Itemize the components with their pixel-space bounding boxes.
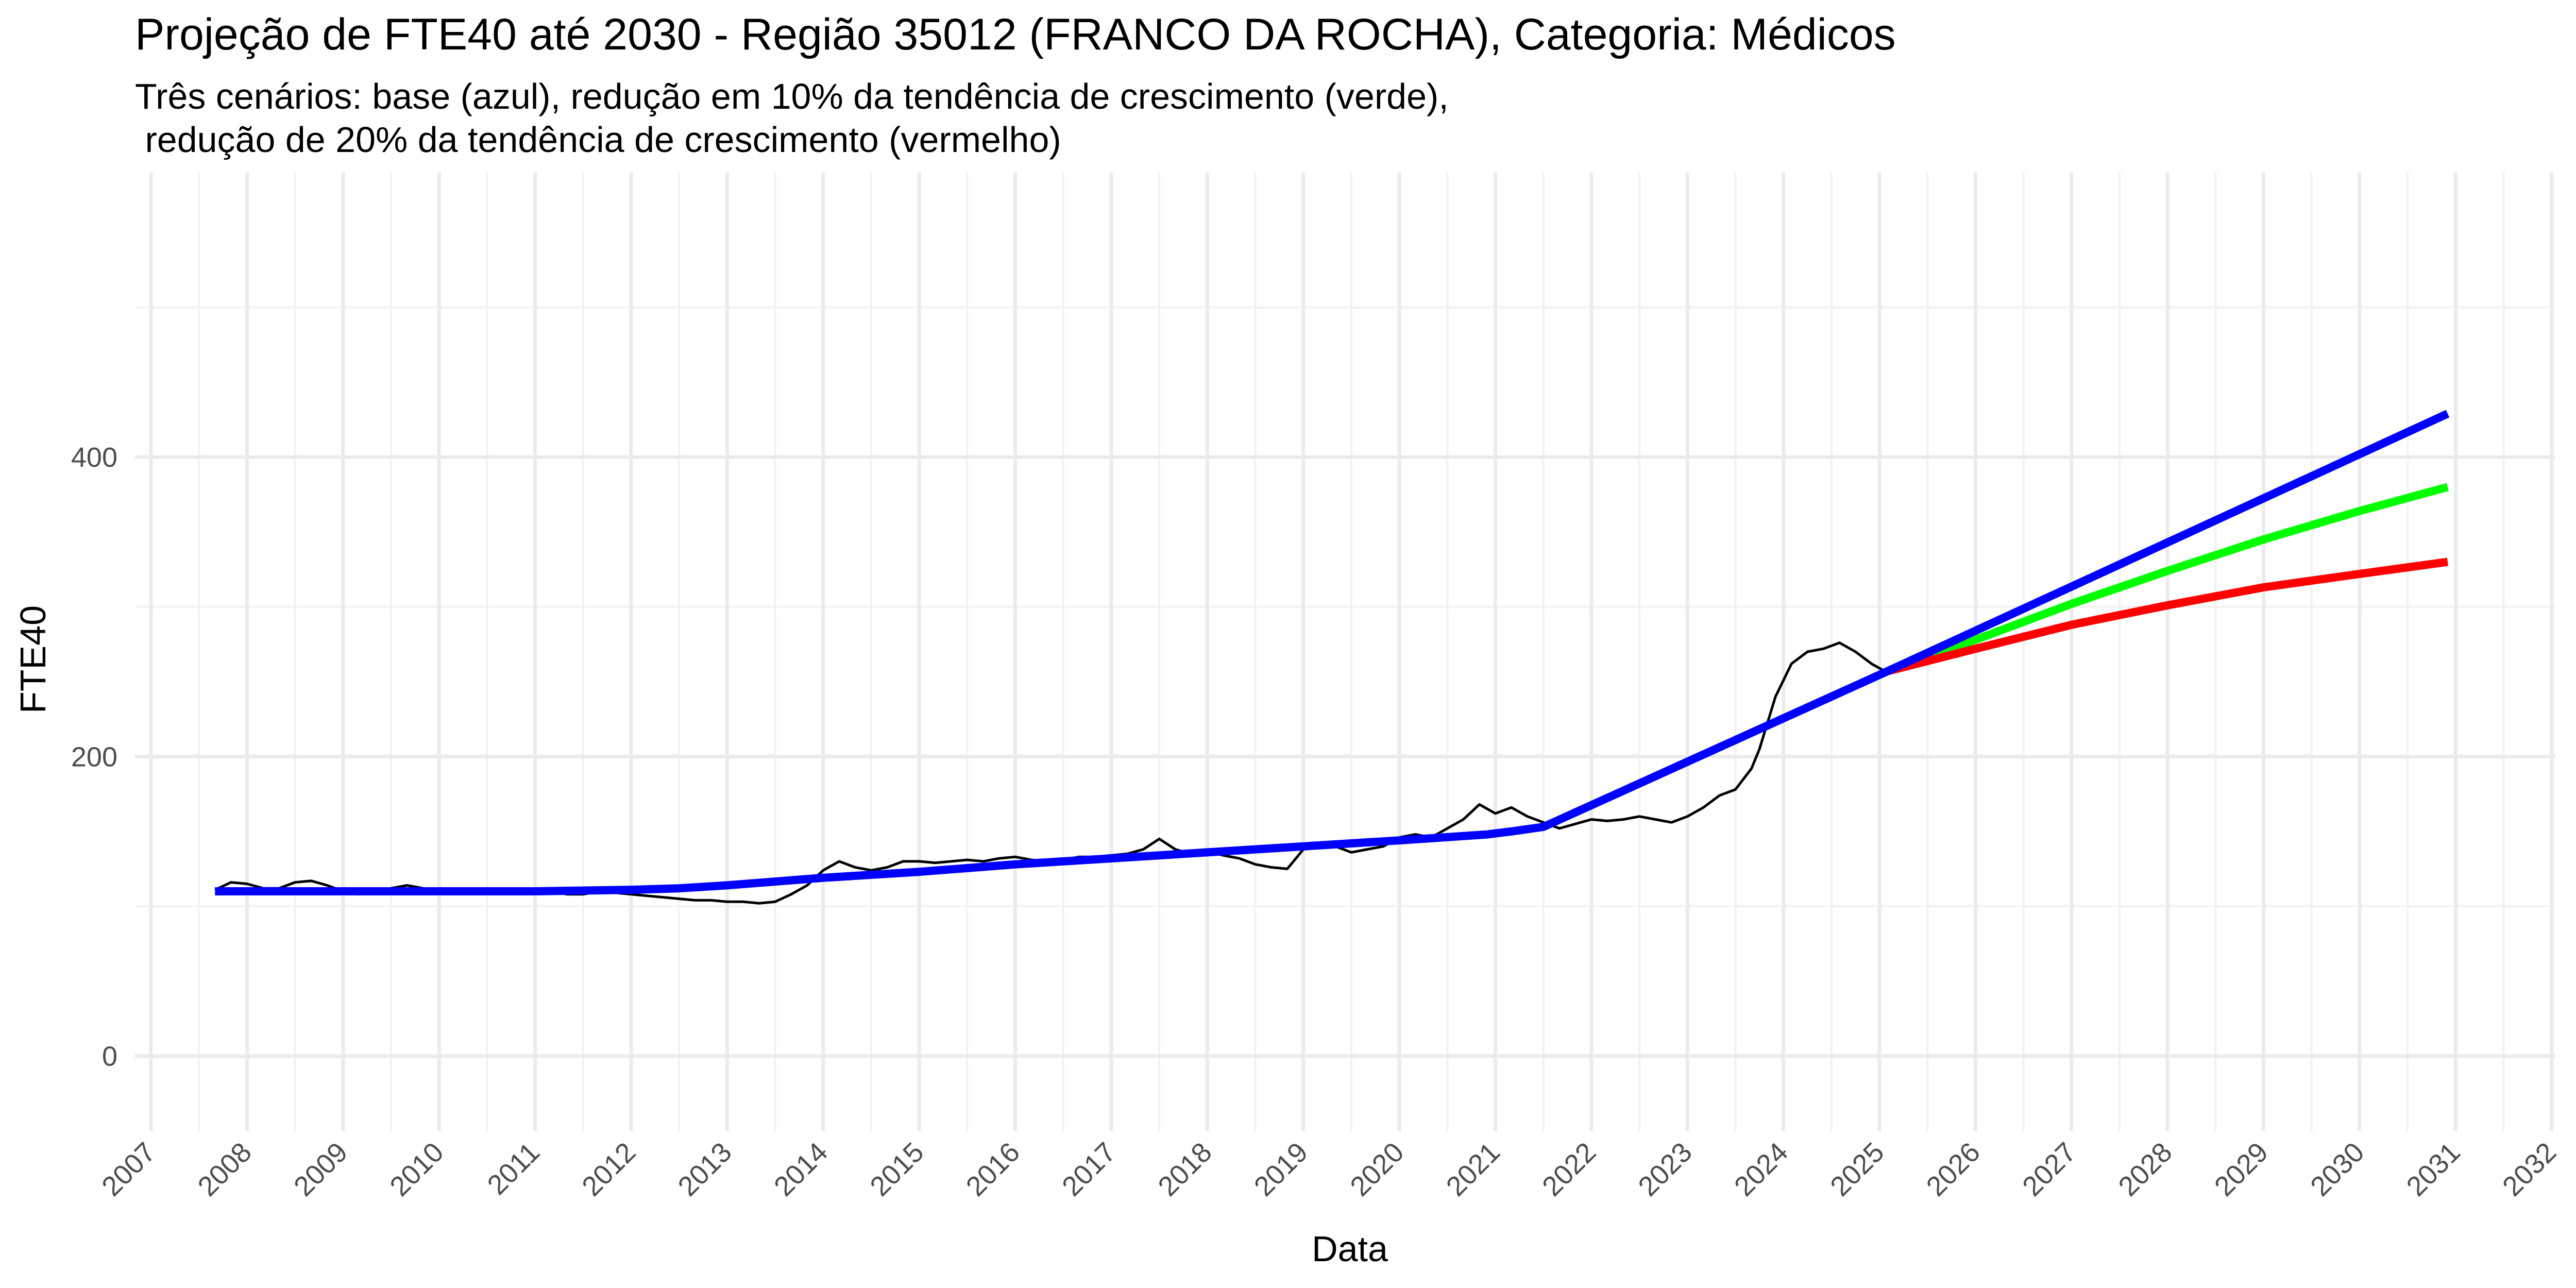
series-layer: [214, 410, 2450, 905]
x-tick-label: 2012: [576, 1137, 641, 1202]
x-tick-label: 2030: [2304, 1137, 2370, 1202]
x-tick-label: 2032: [2497, 1137, 2562, 1202]
x-axis-label: Data: [1312, 1229, 1388, 1269]
x-tick-label: 2017: [1056, 1137, 1122, 1202]
chart-subtitle: Três cenários: base (azul), redução em 1…: [135, 76, 1449, 160]
x-tick-label: 2023: [1632, 1137, 1698, 1202]
x-tick-label: 2028: [2112, 1137, 2178, 1202]
x-tick-label: 2018: [1152, 1137, 1217, 1202]
x-tick-label: 2016: [960, 1137, 1026, 1202]
x-tick-label: 2027: [2016, 1137, 2082, 1202]
x-tick-label: 2020: [1344, 1137, 1410, 1202]
x-tick-label: 2007: [96, 1137, 161, 1202]
x-tick-label: 2010: [384, 1137, 449, 1202]
grid: [135, 173, 2555, 1131]
x-tick-label: 2008: [192, 1137, 258, 1202]
x-tick-label: 2026: [1921, 1137, 1986, 1202]
x-tick-label: 2014: [768, 1137, 834, 1202]
x-tick-label: 2011: [482, 1137, 546, 1201]
x-tick-label: 2031: [2401, 1137, 2466, 1202]
x-tick-label: 2015: [864, 1137, 929, 1202]
series-line-2: [215, 410, 2450, 895]
x-axis-ticks: 2007 2008 2009 2010 2011 2012 2013 2014 2015 2016…: [96, 1137, 2562, 1202]
y-axis-label: FTE40: [13, 605, 53, 714]
x-tick-label: 2022: [1536, 1137, 1602, 1202]
x-tick-label: 2013: [672, 1137, 738, 1202]
y-tick-label: 0: [102, 1041, 117, 1072]
x-tick-label: 2019: [1248, 1137, 1314, 1202]
series-line-4: [1886, 557, 2448, 675]
x-tick-label: 2025: [1824, 1137, 1890, 1202]
y-tick-label: 200: [71, 741, 117, 772]
chart-title: Projeção de FTE40 até 2030 - Região 3501…: [135, 10, 1896, 59]
x-tick-label: 2029: [2209, 1137, 2274, 1202]
x-tick-label: 2021: [1440, 1137, 1506, 1202]
x-tick-label: 2009: [288, 1137, 353, 1202]
x-tick-label: 2024: [1728, 1137, 1794, 1202]
y-tick-label: 400: [71, 442, 117, 473]
series-line-3: [1886, 483, 2449, 675]
y-axis-ticks: 0 200 400: [71, 442, 117, 1072]
